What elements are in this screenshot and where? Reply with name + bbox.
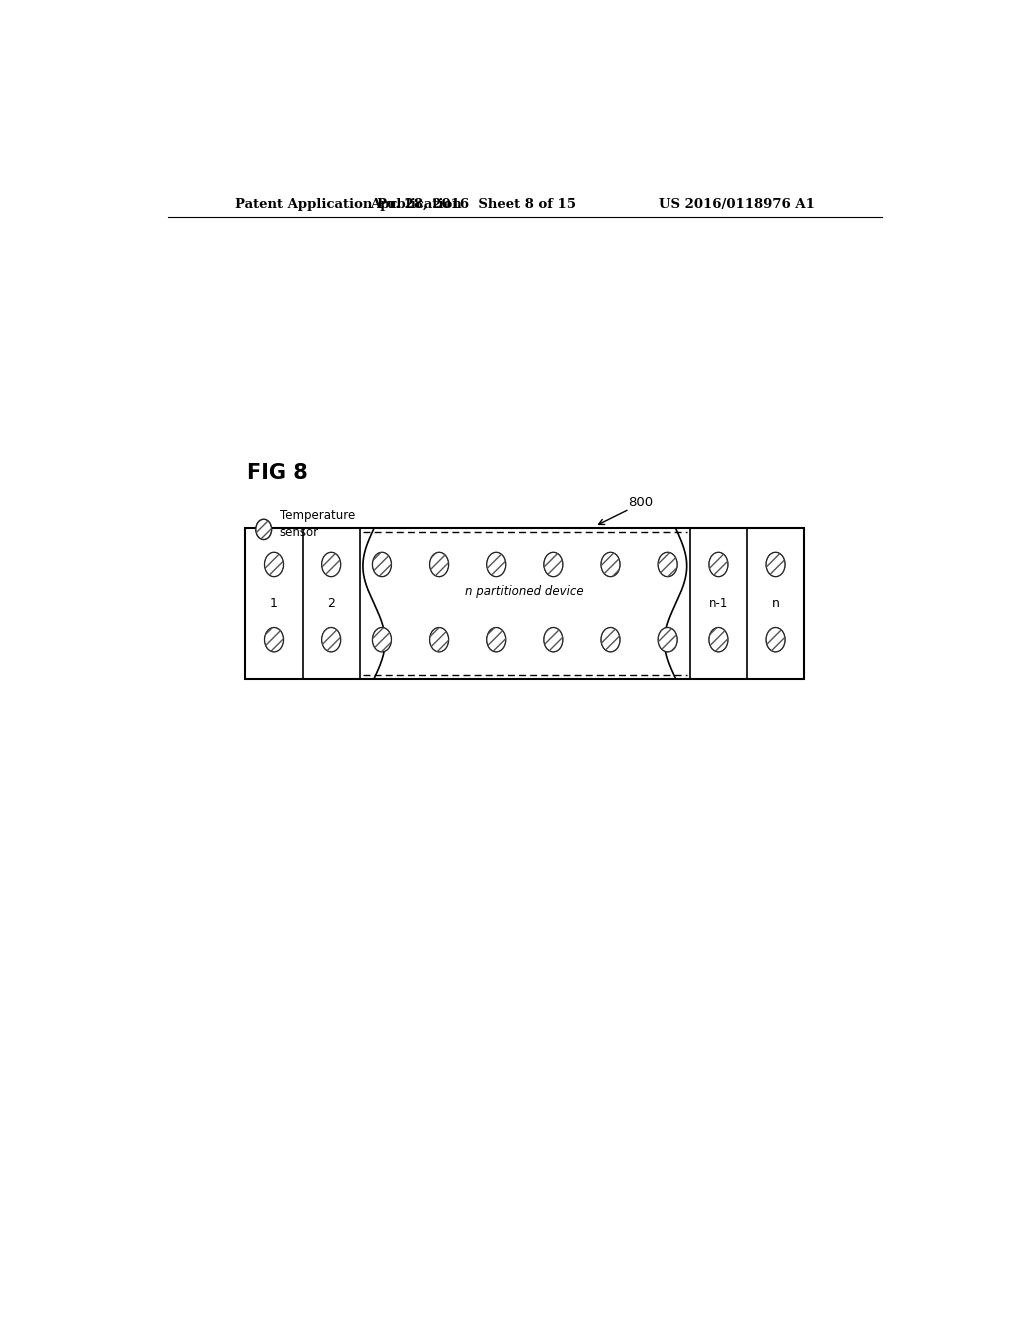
Text: 800: 800 xyxy=(628,496,653,510)
Text: 2: 2 xyxy=(328,597,335,610)
Text: n: n xyxy=(772,597,779,610)
Circle shape xyxy=(430,627,449,652)
Circle shape xyxy=(709,627,728,652)
Text: Patent Application Publication: Patent Application Publication xyxy=(236,198,462,211)
Circle shape xyxy=(766,627,785,652)
Circle shape xyxy=(264,627,284,652)
Text: FIG 8: FIG 8 xyxy=(247,463,308,483)
Text: n-1: n-1 xyxy=(709,597,728,610)
Circle shape xyxy=(601,552,620,577)
Circle shape xyxy=(766,552,785,577)
Circle shape xyxy=(658,552,677,577)
Circle shape xyxy=(486,627,506,652)
Circle shape xyxy=(658,627,677,652)
Circle shape xyxy=(430,552,449,577)
Circle shape xyxy=(601,627,620,652)
Text: US 2016/0118976 A1: US 2016/0118976 A1 xyxy=(658,198,814,211)
Circle shape xyxy=(373,552,391,577)
Circle shape xyxy=(322,552,341,577)
Text: Apr. 28, 2016  Sheet 8 of 15: Apr. 28, 2016 Sheet 8 of 15 xyxy=(371,198,577,211)
Bar xyxy=(246,528,804,678)
Circle shape xyxy=(373,627,391,652)
Circle shape xyxy=(256,519,271,540)
Circle shape xyxy=(709,552,728,577)
Text: Temperature
sensor: Temperature sensor xyxy=(280,510,355,540)
Circle shape xyxy=(544,552,563,577)
Text: n partitioned device: n partitioned device xyxy=(466,585,584,598)
Circle shape xyxy=(486,552,506,577)
Circle shape xyxy=(322,627,341,652)
Circle shape xyxy=(264,552,284,577)
Circle shape xyxy=(544,627,563,652)
Text: 1: 1 xyxy=(270,597,278,610)
